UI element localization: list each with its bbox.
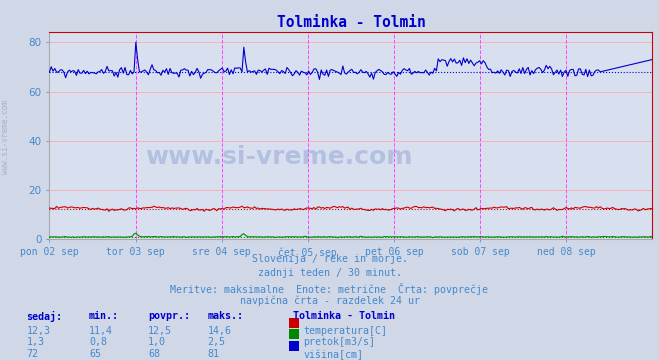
Text: 0,8: 0,8 — [89, 337, 107, 347]
Text: 2,5: 2,5 — [208, 337, 225, 347]
Text: 1,0: 1,0 — [148, 337, 166, 347]
Text: 11,4: 11,4 — [89, 326, 113, 336]
Text: www.si-vreme.com: www.si-vreme.com — [1, 100, 10, 174]
Text: 72: 72 — [26, 349, 38, 359]
Text: www.si-vreme.com: www.si-vreme.com — [145, 145, 413, 168]
Text: povpr.:: povpr.: — [148, 311, 190, 321]
Text: pretok[m3/s]: pretok[m3/s] — [303, 337, 375, 347]
Text: navpična črta - razdelek 24 ur: navpična črta - razdelek 24 ur — [239, 296, 420, 306]
Text: 12,5: 12,5 — [148, 326, 172, 336]
Text: zadnji teden / 30 minut.: zadnji teden / 30 minut. — [258, 268, 401, 278]
Text: Slovenija / reke in morje.: Slovenija / reke in morje. — [252, 254, 407, 264]
Text: višina[cm]: višina[cm] — [303, 349, 363, 360]
Text: sedaj:: sedaj: — [26, 311, 63, 323]
Title: Tolminka - Tolmin: Tolminka - Tolmin — [277, 15, 425, 30]
Text: 12,3: 12,3 — [26, 326, 50, 336]
Text: min.:: min.: — [89, 311, 119, 321]
Text: temperatura[C]: temperatura[C] — [303, 326, 387, 336]
Text: 14,6: 14,6 — [208, 326, 231, 336]
Text: maks.:: maks.: — [208, 311, 244, 321]
Text: 68: 68 — [148, 349, 160, 359]
Text: Meritve: maksimalne  Enote: metrične  Črta: povprečje: Meritve: maksimalne Enote: metrične Črta… — [171, 283, 488, 294]
Text: Tolminka - Tolmin: Tolminka - Tolmin — [293, 311, 395, 321]
Text: 1,3: 1,3 — [26, 337, 44, 347]
Text: 65: 65 — [89, 349, 101, 359]
Text: 81: 81 — [208, 349, 219, 359]
